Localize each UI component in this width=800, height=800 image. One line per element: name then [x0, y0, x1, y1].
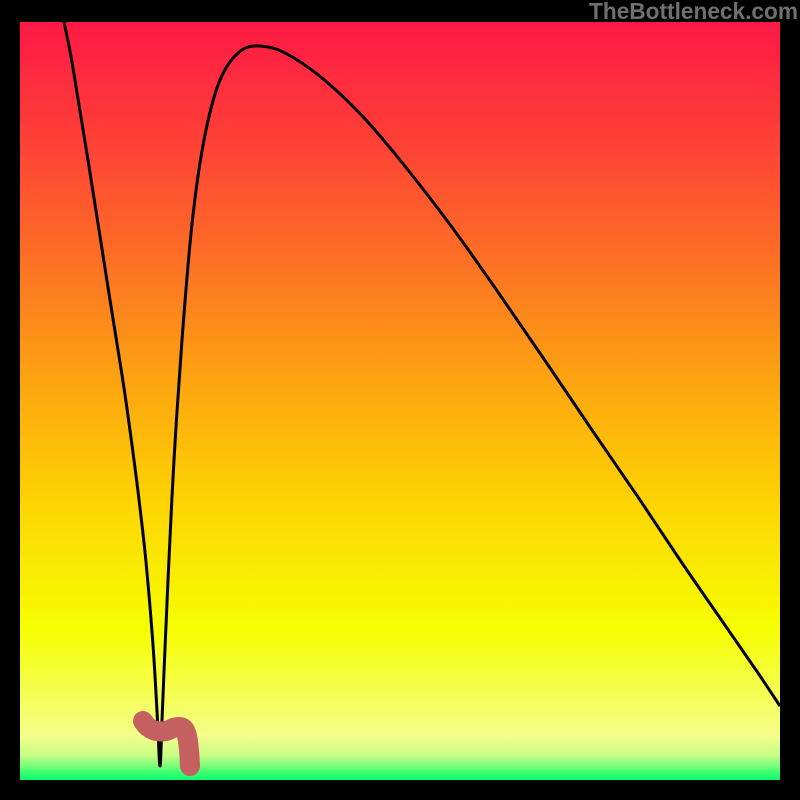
- chart-svg: [20, 22, 780, 780]
- bottleneck-chart: [20, 22, 780, 780]
- watermark-text: TheBottleneck.com: [589, 0, 798, 23]
- chart-background: [20, 22, 780, 780]
